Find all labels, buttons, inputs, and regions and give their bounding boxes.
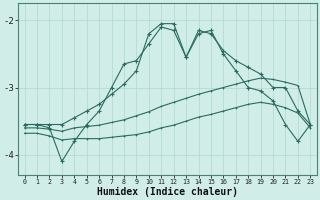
X-axis label: Humidex (Indice chaleur): Humidex (Indice chaleur) — [97, 186, 238, 197]
